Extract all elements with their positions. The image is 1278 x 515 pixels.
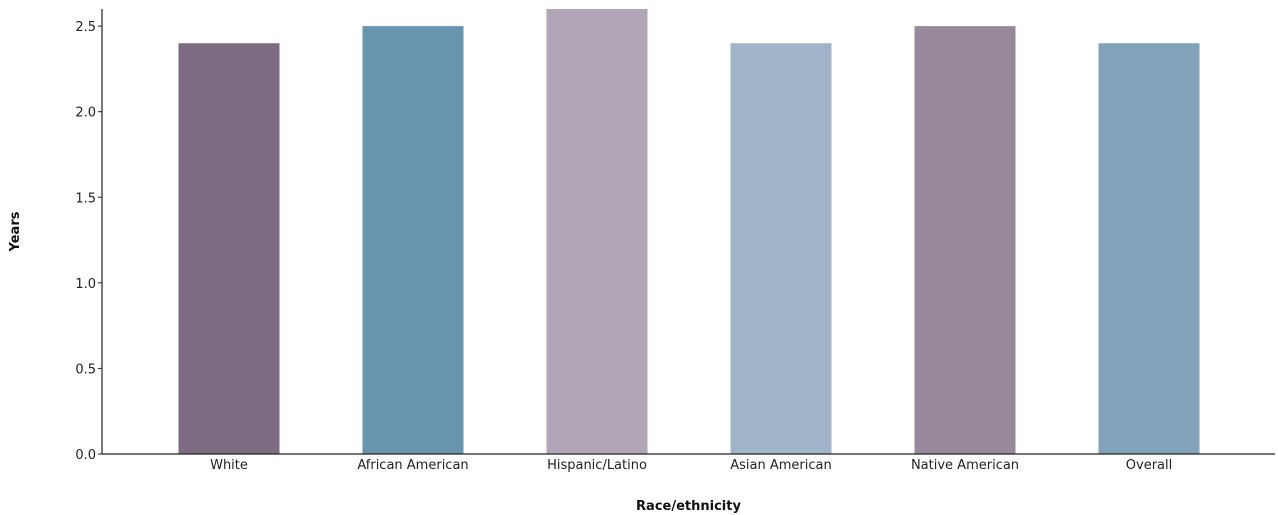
- y-tick-label: 2.0: [75, 106, 96, 121]
- y-tick-label: 0.0: [75, 448, 96, 463]
- bar-african-american: [362, 26, 464, 454]
- bar-native-american: [914, 26, 1016, 454]
- x-tick-label: African American: [357, 458, 468, 473]
- x-tick-label: Native American: [911, 458, 1019, 473]
- y-axis-ticks: 0.0 0.5 1.0 1.5 2.0 2.5: [75, 20, 102, 463]
- bar-overall: [1098, 43, 1200, 454]
- y-axis-title: Years: [8, 211, 23, 252]
- y-tick-label: 0.5: [75, 362, 96, 377]
- x-axis-title: Race/ethnicity: [636, 499, 741, 514]
- y-tick-label: 1.0: [75, 277, 96, 292]
- x-tick-label: Asian American: [730, 458, 831, 473]
- bar-white: [178, 43, 280, 454]
- x-tick-label: White: [210, 458, 248, 473]
- x-tick-label: Hispanic/Latino: [547, 458, 647, 473]
- bar-asian-american: [730, 43, 832, 454]
- y-tick-label: 2.5: [75, 20, 96, 35]
- bars-group: [178, 9, 1200, 454]
- y-tick-label: 1.5: [75, 191, 96, 206]
- x-axis-ticks: White African American Hispanic/Latino Asia…: [210, 458, 1172, 473]
- bar-hispanic-latino: [546, 9, 648, 454]
- x-tick-label: Overall: [1126, 458, 1172, 473]
